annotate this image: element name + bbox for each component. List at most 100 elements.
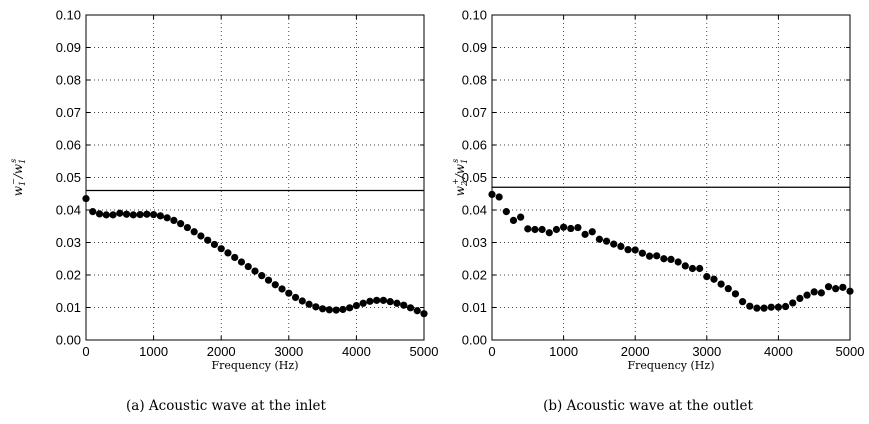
data-point [717,280,725,288]
x-tick-label: 4000 [342,344,371,359]
data-point [631,246,639,254]
x-tick-label: 0 [82,344,89,359]
data-point [760,304,768,312]
y-tick-label: 0.05 [56,170,81,185]
data-point [379,296,388,304]
x-tick-label: 2000 [621,344,650,359]
data-point [739,298,747,306]
data-point [231,253,239,262]
data-point [325,306,333,314]
data-point [552,225,561,234]
data-point [617,242,625,250]
data-point [129,211,137,219]
y-tick-label: 0.04 [56,203,81,218]
data-point [595,235,604,243]
data-point [710,275,718,283]
data-point [517,213,525,221]
y-tick-label: 0.04 [462,203,487,218]
data-point [588,228,596,236]
data-point [602,237,611,245]
data-point [190,228,198,236]
y-axis-label: w2+/w1s [451,159,469,197]
y-tick-label: 0.09 [56,40,81,55]
data-point [251,267,259,275]
data-point [753,304,761,312]
x-tick-label: 1000 [549,344,578,359]
y-tick-label: 0.09 [462,40,487,55]
data-point [237,258,246,266]
y-tick-label: 0.07 [56,105,81,120]
data-point [278,285,286,293]
y-tick-label: 0.07 [462,105,487,120]
y-tick-label: 0.00 [462,333,487,348]
x-tick-label: 0 [488,344,495,359]
data-point [258,272,266,280]
data-point [89,208,97,216]
data-point [95,210,104,218]
y-tick-label: 0.10 [462,8,487,23]
data-point [574,223,582,232]
data-point [774,303,783,311]
y-tick-label: 0.03 [56,235,81,250]
y-axis-label: w1−/w1s [9,159,27,197]
y-tick-label: 0.10 [56,8,81,23]
data-point [789,299,797,307]
data-point [204,236,212,244]
data-point [413,307,421,315]
data-point [824,283,833,291]
data-point [624,246,632,254]
y-tick-label: 0.02 [462,268,487,283]
data-point [82,195,90,203]
data-point [312,303,320,311]
data-point [143,210,151,218]
y-tick-label: 0.01 [462,300,487,315]
data-point [502,208,510,216]
data-point [170,216,178,224]
data-point [339,305,347,314]
x-axis-label: Frequency (Hz) [628,359,715,372]
data-point [366,297,374,305]
data-point [567,224,575,233]
data-point [796,294,804,302]
data-point [156,212,164,220]
data-point [538,225,546,234]
data-point [667,255,675,263]
data-point [724,285,732,293]
data-point [400,301,408,309]
data-point [136,210,144,219]
data-point [264,276,273,284]
x-tick-label: 4000 [764,344,793,359]
data-point [681,262,689,270]
data-point [183,223,191,232]
x-axis-label: Frequency (Hz) [212,359,299,372]
data-point [846,287,854,295]
data-point [832,285,840,293]
y-tick-label: 0.08 [462,73,487,88]
data-point [810,288,818,296]
data-point [305,300,313,308]
data-point [660,255,668,263]
data-point [545,229,553,237]
data-point [150,210,158,219]
figure-caption: (b) Acoustic wave at the outlet [543,398,753,414]
data-point [839,283,847,291]
data-point [696,264,704,273]
data-point [122,210,131,218]
data-point [291,293,300,302]
data-point [359,299,367,307]
data-point [163,214,171,222]
data-point [420,310,428,318]
data-point [352,301,360,310]
data-point [674,258,682,266]
data-point [495,193,503,201]
data-point [703,273,711,281]
x-tick-label: 3000 [274,344,303,359]
data-point [531,225,539,234]
y-tick-label: 0.06 [462,138,487,153]
data-point [803,291,811,299]
data-point [271,281,279,289]
data-point [406,304,415,312]
data-point [210,240,219,249]
data-point [781,302,790,311]
